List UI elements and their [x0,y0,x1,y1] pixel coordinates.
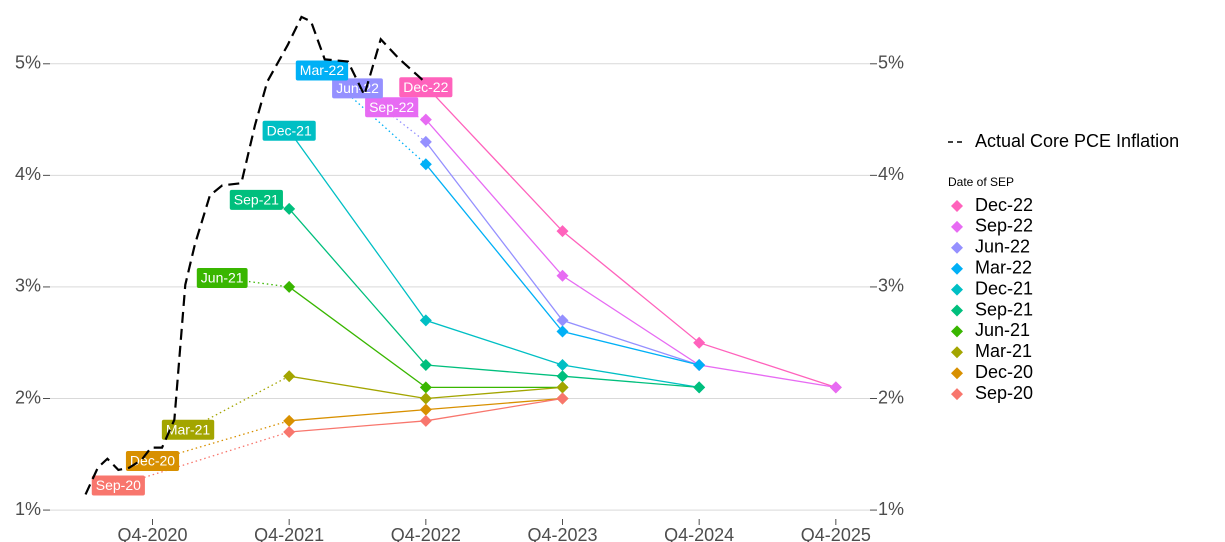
release-label-box [125,450,180,471]
legend-marker [951,200,963,212]
projection-point [556,325,569,338]
x-tick-label: Q4-2025 [801,525,871,542]
legend-label: Jun-21 [975,320,1030,340]
legend-marker [951,283,963,296]
legend-marker [951,346,963,359]
actual-line [84,15,426,495]
projection-point [693,336,706,349]
projection-point [419,392,432,405]
release-label-box [91,475,145,496]
projection-point [556,381,569,394]
y-tick-label: 4% [15,164,41,184]
release-connector [118,431,290,487]
projection-point [419,403,432,416]
y-tick-label: 3% [15,276,41,296]
release-label: Sep-20 [96,477,141,493]
legend-marker [951,388,963,401]
release-label-box [229,189,283,210]
release-label-box [161,419,215,440]
projection-point [556,392,569,405]
x-tick-label: Q4-2024 [664,525,734,542]
release-label-box [365,97,419,118]
projection-point [419,314,432,327]
legend-label: Sep-21 [975,299,1033,319]
release-label: Sep-22 [369,99,414,115]
y2-tick-label: 1% [878,499,904,519]
x-tick-label: Q4-2020 [117,525,187,542]
legend-marker [951,220,963,233]
legend-label: Dec-21 [975,278,1033,298]
y2-tick-label: 5% [878,53,904,73]
projection-point [829,381,842,394]
x-tick-label: Q4-2022 [391,525,461,542]
projection-point [693,359,706,372]
x-tick-label: Q4-2023 [527,525,597,542]
release-label: Mar-21 [166,421,211,437]
projection-line [288,130,700,388]
release-label-box [295,60,349,81]
projection-point [556,314,569,327]
release-label: Mar-22 [300,62,345,78]
release-label-box [262,120,316,141]
release-label-box [332,78,383,99]
projection-point [419,359,432,372]
projection-point [283,425,296,438]
legend-marker [951,367,963,380]
projection-point [419,135,432,148]
x-tick-label: Q4-2021 [254,525,324,542]
legend-marker [951,262,963,275]
release-label: Dec-21 [267,122,312,138]
release-label: Dec-22 [403,79,448,95]
projection-point [693,381,706,394]
legend-marker [951,325,963,338]
release-label-box [399,77,453,98]
y-tick-label: 1% [15,499,41,519]
projection-point [419,113,432,126]
projection-point [556,370,569,383]
legend-label: Mar-22 [975,257,1032,277]
legend-label: Dec-20 [975,362,1033,382]
projection-point [556,225,569,238]
legend-marker [951,304,963,317]
projection-point [419,414,432,427]
projection-point [283,370,296,383]
y2-tick-label: 4% [878,164,904,184]
projection-point [556,359,569,372]
legend-marker [951,241,963,254]
legend-label: Dec-22 [975,195,1033,215]
legend-label: Jun-22 [975,237,1030,257]
projection-point [556,269,569,282]
legend-title: Date of SEP [948,175,1014,189]
legend-label: Sep-22 [975,216,1033,236]
projection-point [419,158,432,171]
projection-point [283,414,296,427]
projection-line [425,85,837,388]
release-label: Sep-21 [234,192,279,208]
y-tick-label: 2% [15,387,41,407]
projection-line [288,208,700,388]
y2-tick-label: 2% [878,387,904,407]
release-label: Jun-22 [336,80,379,96]
y-tick-label: 5% [15,53,41,73]
legend-label: Sep-20 [975,383,1033,403]
projection-point [419,381,432,394]
legend-label: Mar-21 [975,341,1032,361]
projection-line [425,119,836,388]
projection-point [283,202,296,215]
grid [50,63,870,511]
release-label: Jun-21 [201,270,244,286]
release-label-box [196,268,248,289]
release-labels: Dec-22 Sep-22 Jun-22 Mar-22 Dec-21 Sep-21 Jun-… [91,60,453,496]
projection-point [283,280,296,293]
y2-tick-label: 3% [878,276,904,296]
release-label: Dec-20 [130,453,175,469]
legend-label: Actual Core PCE Inflation [975,131,1179,151]
